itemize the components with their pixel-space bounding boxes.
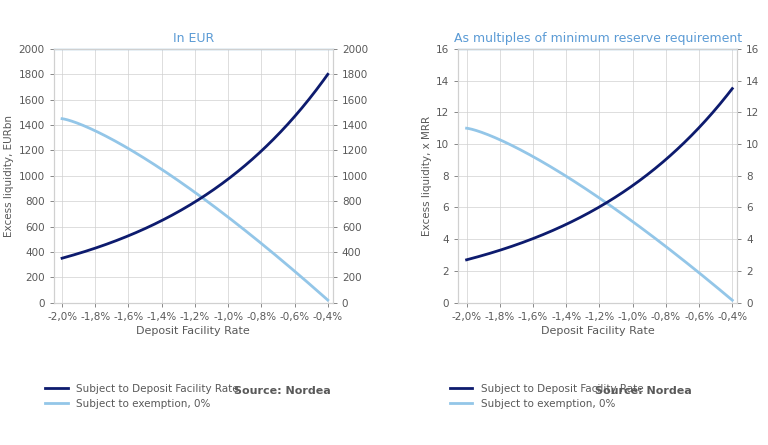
X-axis label: Deposit Facility Rate: Deposit Facility Rate [541,326,654,336]
Legend: Subject to Deposit Facility Rate, Subject to exemption, 0%: Subject to Deposit Facility Rate, Subjec… [45,384,239,409]
Y-axis label: Excess liquidity, EURbn: Excess liquidity, EURbn [5,115,15,237]
Title: In EUR: In EUR [173,32,214,45]
Text: Source: Nordea: Source: Nordea [595,386,692,396]
Y-axis label: Excess liquidity, x MRR: Excess liquidity, x MRR [422,116,432,236]
Text: Source: Nordea: Source: Nordea [234,386,331,396]
X-axis label: Deposit Facility Rate: Deposit Facility Rate [137,326,250,336]
Title: As multiples of minimum reserve requirement: As multiples of minimum reserve requirem… [454,32,742,45]
Legend: Subject to Deposit Facility Rate, Subject to exemption, 0%: Subject to Deposit Facility Rate, Subjec… [449,384,644,409]
